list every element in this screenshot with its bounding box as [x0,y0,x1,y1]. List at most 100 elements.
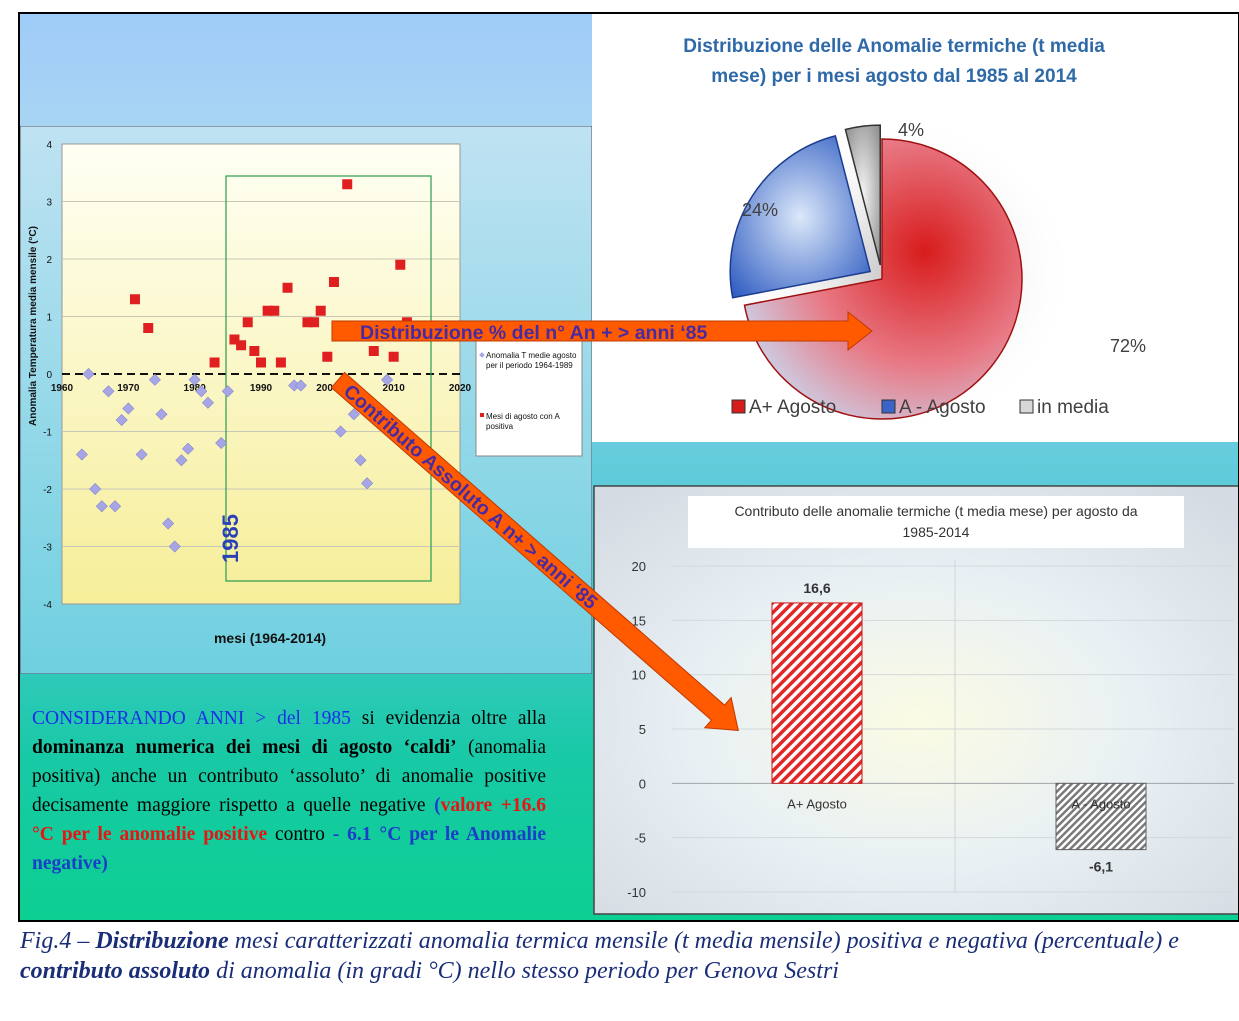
scatter-x-tick-label: 1970 [117,383,140,394]
scatter-point-negative [162,517,175,530]
body-p2: si evidenzia oltre alla [350,708,547,729]
scatter-point-positive [388,351,399,362]
body-paragraph: CONSIDERANDO ANNI > del 1985 si evidenzi… [32,704,546,878]
bar-a-minus [1055,782,1147,851]
scatter-point-positive [269,305,280,316]
scatter-x-tick-label: 2000 [316,383,339,394]
scatter-point-negative [115,413,128,427]
bar-title-line-1: Contributo delle anomalie termiche (t me… [734,503,1137,519]
bar-y-tick-label: 5 [639,722,646,737]
scatter-y-tick-label: -1 [43,428,52,439]
bar-data-label: 16,6 [803,580,830,596]
scatter-x-tick-label: 1980 [184,383,207,394]
scatter-point-positive [395,259,406,270]
bar-y-tick-label: -5 [634,831,646,846]
scatter-x-tick-label: 1960 [51,383,74,394]
scatter-point-positive [229,334,240,345]
scatter-point-negative [135,448,148,461]
pie-slice-a-minus [729,134,872,299]
scatter-y-tick-label: 0 [46,370,52,381]
legend-red-label-2: positiva [486,422,514,431]
bar-category-label: A+ Agosto [787,796,847,811]
pie-slice-in-media [844,124,881,266]
caption-c3: mesi caratterizzati anomalia termica men… [228,928,1179,954]
year-1985-label: 1985 [218,514,243,563]
scatter-point-negative [82,367,95,381]
scatter-y-tick-label: 2 [46,255,52,266]
scatter-point-negative [182,442,195,455]
scatter-y-tick-label: -4 [43,600,52,611]
caption-divider [18,920,1238,922]
scatter-x-axis-label: mesi (1964-2014) [214,630,326,646]
legend-blue-marker [479,352,485,358]
scatter-y-tick-label: -2 [43,485,52,496]
pie-title-line-1: Distribuzione delle Anomalie termiche (t… [683,36,1105,57]
pie-label-a-plus: 72% [1110,336,1146,356]
scatter-point-positive [328,277,339,287]
scatter-point-positive [143,323,154,333]
scatter-y-tick-label: 1 [46,313,52,324]
scatter-point-negative [89,482,102,496]
scatter-point-negative [102,385,115,398]
scatter-point-negative [155,408,168,421]
pie-legend: A+ Agosto A - Agosto in media [731,397,1109,418]
body-p5: ( [434,795,441,816]
pie-slices [729,124,1023,420]
scatter-point-positive [236,340,247,351]
scatter-point-negative [201,396,214,409]
pie-legend-in-media: in media [1037,397,1109,418]
scatter-y-axis-label: Anomalia Temperatura media mensile (°C) [28,226,39,426]
scatter-point-negative [122,402,135,415]
scatter-y-ticks: 4 3 2 1 0 -1 -2 -3 -4 [43,140,52,611]
pie-legend-a-plus: A+ Agosto [749,397,836,418]
scatter-point-positive [249,346,260,356]
figure-caption: Fig.4 – Distribuzione mesi caratterizzat… [20,926,1220,986]
scatter-y-tick-label: 3 [46,198,52,209]
bar-y-tick-label: 0 [639,776,646,791]
bar-panel: Contributo delle anomalie termiche (t me… [593,485,1238,915]
body-p3: dominanza numerica dei mesi di agosto ‘c… [32,737,457,758]
bar-a-plus [771,602,863,784]
bar-y-tick-label: -10 [627,885,646,900]
scatter-point-positive [256,357,266,368]
scatter-point-negative [294,379,307,392]
caption-c4: contributo assoluto [20,958,211,984]
scatter-point-negative [168,540,181,553]
pie-legend-swatch-a-plus [731,399,746,414]
scatter-point-negative [188,373,201,386]
body-p1: CONSIDERANDO ANNI > del 1985 [32,708,351,729]
scatter-point-positive [242,317,253,328]
scatter-point-negative [109,500,122,513]
scatter-point-positive [368,346,379,356]
scatter-point-positive [262,305,273,316]
bar-data-label: -6,1 [1089,859,1113,875]
caption-c1: Fig.4 – [20,928,96,954]
scatter-point-negative [288,379,301,392]
scatter-point-negative [75,448,88,461]
scatter-point-positive [309,317,320,328]
figure-frame: 4 3 2 1 0 -1 -2 -3 -4 1960 1970 1980 1990 2000 2010 20… [18,12,1239,922]
legend-red-marker [480,413,484,417]
bar-title-box [688,496,1184,548]
scatter-point-positive [282,282,293,293]
pie-legend-a-minus: A - Agosto [899,397,986,418]
bar-bars: 16,6 A+ Agosto -6,1 A - Agosto [771,580,1147,875]
caption-c2: Distribuzione [95,928,229,954]
pie-title-line-2: mese) per i mesi agosto dal 1985 al 2014 [711,66,1077,87]
pie-label-a-minus: 24% [742,200,778,220]
scatter-point-negative [148,373,161,386]
caption-c5: di anomalia (in gradi °C) nello stesso p… [210,958,839,984]
scatter-point-positive [322,351,333,362]
body-p6: valore +16.6 °C per le anomalie positive [32,795,546,845]
scatter-point-positive [209,357,220,368]
scatter-point-positive [275,357,286,368]
body-p8: - 6.1 °C per le Anomalie negative) [32,824,546,874]
scatter-point-negative [95,500,108,513]
scatter-point-positive [401,317,412,328]
bar-category-label: A - Agosto [1071,796,1130,811]
legend-blue-label-1: Anomalia T medie agosto [486,351,577,360]
pie-legend-swatch-a-minus [881,399,896,414]
body-p4: (anomalia positiva) anche un contributo … [32,737,546,816]
scatter-point-negative [221,385,234,398]
